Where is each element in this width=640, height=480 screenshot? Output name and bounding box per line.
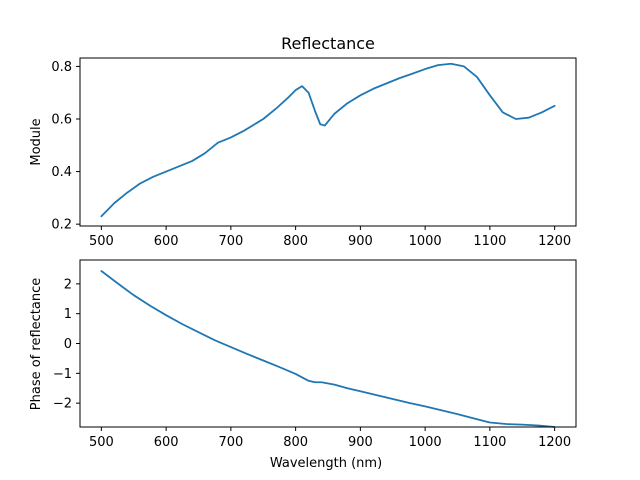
phase-x-tick-label: 1200	[538, 435, 571, 450]
module-x-tick-label: 1200	[538, 234, 571, 249]
x-axis-label: Wavelength (nm)	[270, 456, 382, 471]
phase-x-tick-label: 700	[218, 435, 243, 450]
phase-y-tick-label: −2	[53, 397, 72, 412]
phase-x-tick-label: 800	[283, 435, 308, 450]
chart-title: Reflectance	[281, 34, 375, 53]
module-y-tick-label: 0.8	[51, 60, 72, 75]
module-y-tick-label: 0.4	[51, 165, 72, 180]
module-plot-area: 500 600 700 800 900 1000 1100 1200 0.2 0.4 0.6 0.8	[51, 60, 571, 249]
phase-x-tick-label: 1000	[409, 435, 442, 450]
module-x-tick-label: 800	[283, 234, 308, 249]
module-x-tick-label: 700	[218, 234, 243, 249]
y-axis-label-phase: Phase of reflectance	[29, 278, 44, 410]
module-plot-frame	[79, 57, 577, 227]
phase-x-tick-label: 500	[89, 435, 114, 450]
module-y-tick-label: 0.2	[51, 218, 72, 233]
phase-x-tick-label: 600	[154, 435, 179, 450]
phase-series-line	[100, 270, 556, 428]
phase-y-tick-label: 0	[64, 337, 72, 352]
y-axis-label-module: Module	[29, 118, 44, 165]
module-x-tick-label: 900	[348, 234, 373, 249]
module-x-tick-label: 1000	[409, 234, 442, 249]
phase-panel: Phase of reflectance Wavelength (nm) 500…	[29, 259, 577, 471]
module-x-tick-label: 1100	[473, 234, 506, 249]
module-series-line	[100, 62, 556, 218]
phase-plot-area: 500 600 700 800 900 1000 1100 1200 −2 −1 0 1 2	[53, 270, 571, 450]
phase-x-tick-label: 1100	[473, 435, 506, 450]
module-y-tick-label: 0.6	[51, 112, 72, 127]
phase-y-tick-label: 2	[64, 277, 72, 292]
phase-y-tick-label: −1	[53, 367, 72, 382]
module-x-tick-label: 500	[89, 234, 114, 249]
module-x-tick-label: 600	[154, 234, 179, 249]
phase-y-tick-label: 1	[64, 307, 72, 322]
phase-x-tick-label: 900	[348, 435, 373, 450]
phase-plot-frame	[79, 259, 577, 428]
module-panel: Reflectance Module 500 600 700 800 900 1000 11…	[29, 34, 577, 249]
